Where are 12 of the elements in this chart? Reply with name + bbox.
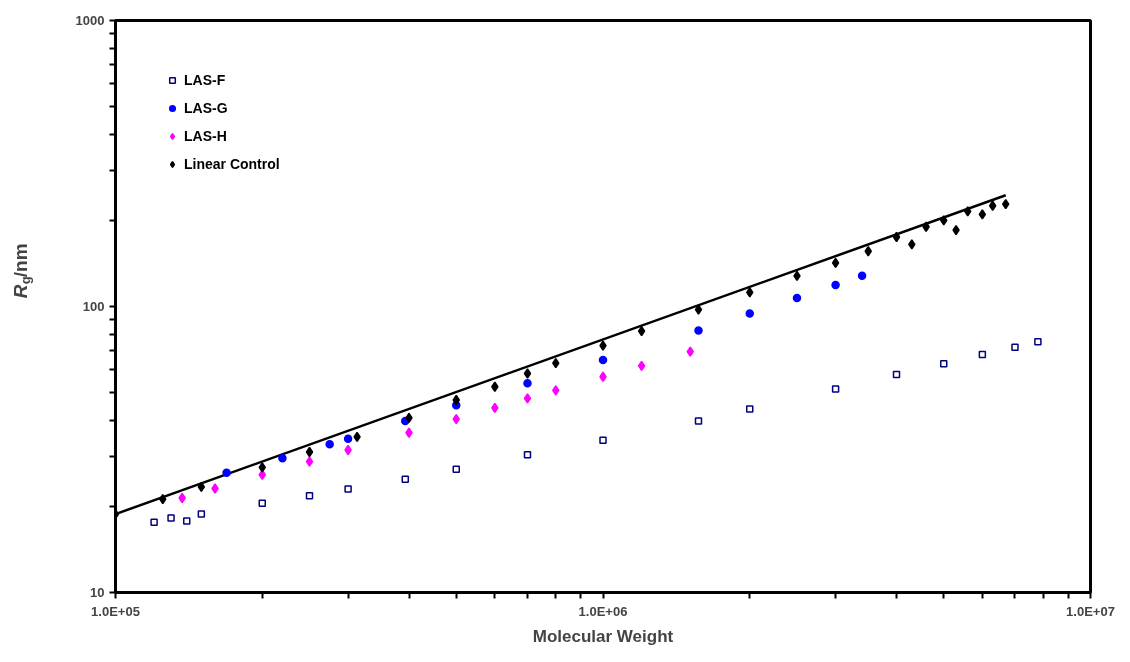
legend-label: Linear Control [184, 156, 280, 172]
x-tick-label: 1.0E+07 [1066, 603, 1115, 619]
y-tick-label: 1000 [75, 13, 105, 28]
legend-label: LAS-F [184, 72, 226, 88]
y-axis-title: Rg/nm [10, 243, 33, 299]
x-axis-title: Molecular Weight [532, 626, 674, 646]
y-tick-label: 10 [90, 585, 105, 600]
legend-label: LAS-G [184, 100, 228, 116]
x-tick-label: 1.0E+05 [91, 603, 140, 619]
y-tick-label: 100 [82, 299, 105, 314]
x-tick-label: 1.0E+06 [578, 603, 628, 619]
legend-label: LAS-H [184, 128, 227, 144]
